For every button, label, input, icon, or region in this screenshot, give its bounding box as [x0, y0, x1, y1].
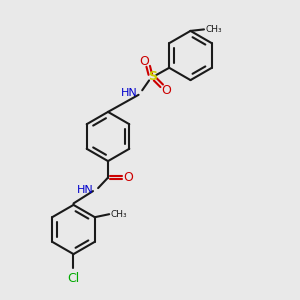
Text: O: O [123, 171, 133, 184]
Text: Cl: Cl [68, 272, 80, 285]
Text: O: O [139, 55, 148, 68]
Text: CH₃: CH₃ [206, 25, 222, 34]
Text: HN: HN [77, 184, 94, 195]
Text: HN: HN [121, 88, 138, 98]
Text: S: S [148, 70, 157, 83]
Text: CH₃: CH₃ [111, 210, 127, 219]
Text: O: O [161, 84, 171, 97]
